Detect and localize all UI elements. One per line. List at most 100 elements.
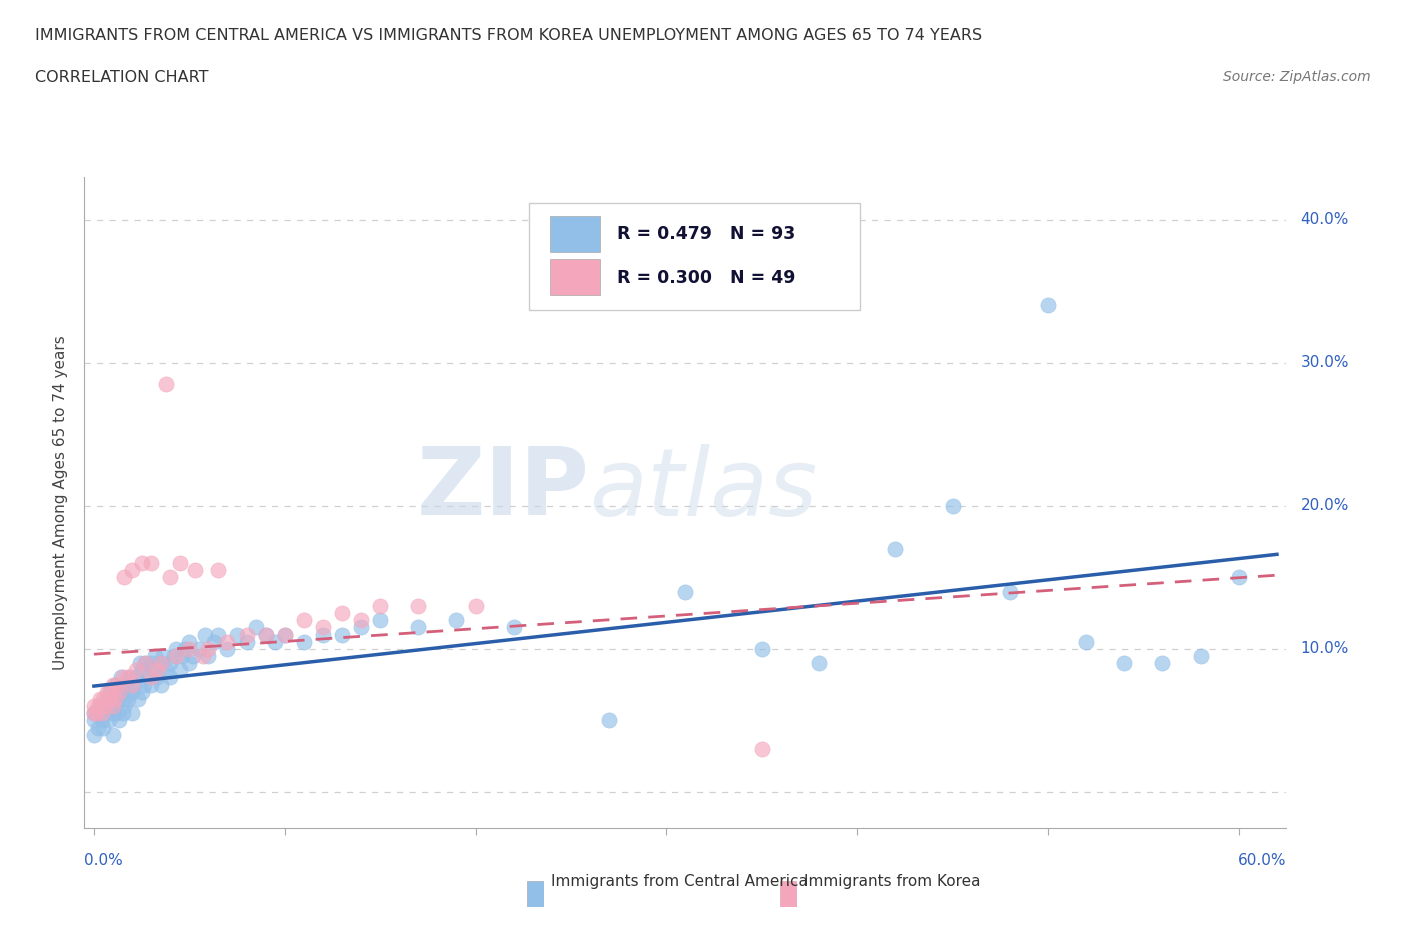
Point bbox=[132, 677, 155, 692]
Text: Source: ZipAtlas.com: Source: ZipAtlas.com bbox=[1223, 70, 1371, 84]
Point bbox=[181, 648, 204, 663]
Point bbox=[117, 692, 139, 707]
Point bbox=[217, 634, 239, 649]
Point bbox=[675, 584, 697, 599]
FancyBboxPatch shape bbox=[780, 881, 797, 907]
Point bbox=[1114, 656, 1136, 671]
Point bbox=[330, 605, 353, 620]
Point bbox=[142, 663, 165, 678]
Point bbox=[131, 663, 153, 678]
Point bbox=[83, 727, 105, 742]
Point bbox=[254, 627, 277, 642]
Text: Immigrants from Central America: Immigrants from Central America bbox=[551, 874, 808, 889]
Point bbox=[100, 698, 122, 713]
Point bbox=[1076, 634, 1098, 649]
Point bbox=[84, 706, 107, 721]
Point bbox=[194, 627, 217, 642]
Point bbox=[207, 563, 229, 578]
Point bbox=[121, 677, 143, 692]
Point bbox=[155, 663, 177, 678]
Point bbox=[131, 555, 153, 570]
Point bbox=[98, 713, 121, 728]
Point bbox=[169, 555, 191, 570]
Point bbox=[149, 656, 172, 671]
Point bbox=[107, 684, 129, 699]
Point bbox=[163, 648, 186, 663]
Point bbox=[149, 656, 172, 671]
Text: 30.0%: 30.0% bbox=[1301, 355, 1348, 370]
Point bbox=[104, 698, 127, 713]
Point bbox=[408, 620, 430, 635]
Point bbox=[141, 677, 162, 692]
Point bbox=[83, 706, 105, 721]
Point bbox=[111, 692, 134, 707]
Point bbox=[184, 563, 207, 578]
Point bbox=[115, 677, 138, 692]
Point bbox=[264, 634, 287, 649]
Point bbox=[170, 648, 193, 663]
Point bbox=[104, 692, 127, 707]
Point bbox=[127, 692, 149, 707]
Point bbox=[93, 692, 115, 707]
Text: 40.0%: 40.0% bbox=[1301, 212, 1348, 227]
Point bbox=[125, 670, 148, 684]
Point bbox=[141, 670, 162, 684]
Point bbox=[121, 706, 143, 721]
Point bbox=[350, 613, 373, 628]
Point bbox=[751, 741, 773, 756]
Point bbox=[149, 677, 172, 692]
Point bbox=[174, 642, 197, 657]
Point bbox=[217, 642, 239, 657]
Text: 20.0%: 20.0% bbox=[1301, 498, 1348, 513]
Point bbox=[90, 706, 112, 721]
Point bbox=[368, 599, 391, 614]
Point bbox=[93, 698, 115, 713]
Point bbox=[96, 692, 118, 707]
Point bbox=[1152, 656, 1174, 671]
Point bbox=[111, 670, 134, 684]
Point bbox=[87, 698, 110, 713]
FancyBboxPatch shape bbox=[527, 881, 544, 907]
Point bbox=[187, 642, 209, 657]
Point bbox=[114, 684, 135, 699]
Point bbox=[598, 713, 620, 728]
Point bbox=[146, 663, 169, 678]
Point bbox=[254, 627, 277, 642]
Point bbox=[235, 627, 257, 642]
FancyBboxPatch shape bbox=[529, 203, 859, 311]
Point bbox=[111, 706, 134, 721]
Point bbox=[169, 663, 191, 678]
Point bbox=[368, 613, 391, 628]
Point bbox=[1189, 648, 1212, 663]
Point bbox=[197, 642, 219, 657]
Point bbox=[105, 677, 128, 692]
Point bbox=[292, 613, 315, 628]
Point bbox=[143, 648, 166, 663]
Point bbox=[94, 698, 117, 713]
Point bbox=[807, 656, 830, 671]
Point bbox=[159, 670, 181, 684]
Text: 0.0%: 0.0% bbox=[84, 853, 124, 868]
Text: 10.0%: 10.0% bbox=[1301, 642, 1348, 657]
Point bbox=[330, 627, 353, 642]
Point bbox=[125, 663, 148, 678]
Point bbox=[101, 677, 124, 692]
FancyBboxPatch shape bbox=[550, 259, 600, 295]
Point bbox=[87, 720, 110, 735]
Point bbox=[165, 648, 187, 663]
Point bbox=[408, 599, 430, 614]
Point bbox=[235, 634, 257, 649]
Point bbox=[155, 377, 177, 392]
Point bbox=[152, 648, 174, 663]
Point bbox=[1227, 570, 1250, 585]
Point bbox=[446, 613, 468, 628]
Point bbox=[94, 706, 117, 721]
Point bbox=[83, 713, 105, 728]
Text: atlas: atlas bbox=[589, 444, 817, 535]
Point bbox=[179, 656, 201, 671]
Point bbox=[165, 642, 187, 657]
Point bbox=[998, 584, 1021, 599]
Point bbox=[104, 677, 127, 692]
Point bbox=[96, 684, 118, 699]
Point bbox=[751, 642, 773, 657]
